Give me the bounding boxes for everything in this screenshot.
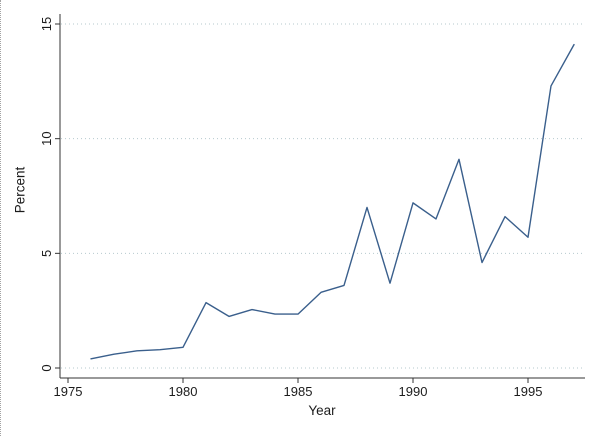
y-tick-label: 15: [39, 17, 54, 31]
y-tick-label: 5: [39, 250, 54, 257]
page-left-border: [0, 0, 1, 436]
x-tick-label: 1980: [169, 384, 198, 399]
x-tick-label: 1995: [514, 384, 543, 399]
y-axis-title: Percent: [12, 166, 28, 214]
x-axis-title: Year: [308, 403, 336, 418]
series-line: [90, 43, 575, 360]
x-tick-label: 1985: [284, 384, 313, 399]
y-tick-label: 0: [39, 364, 54, 371]
x-tick-label: 1990: [399, 384, 428, 399]
x-tick-label: 1975: [54, 384, 83, 399]
y-tick-label: 10: [39, 131, 54, 145]
